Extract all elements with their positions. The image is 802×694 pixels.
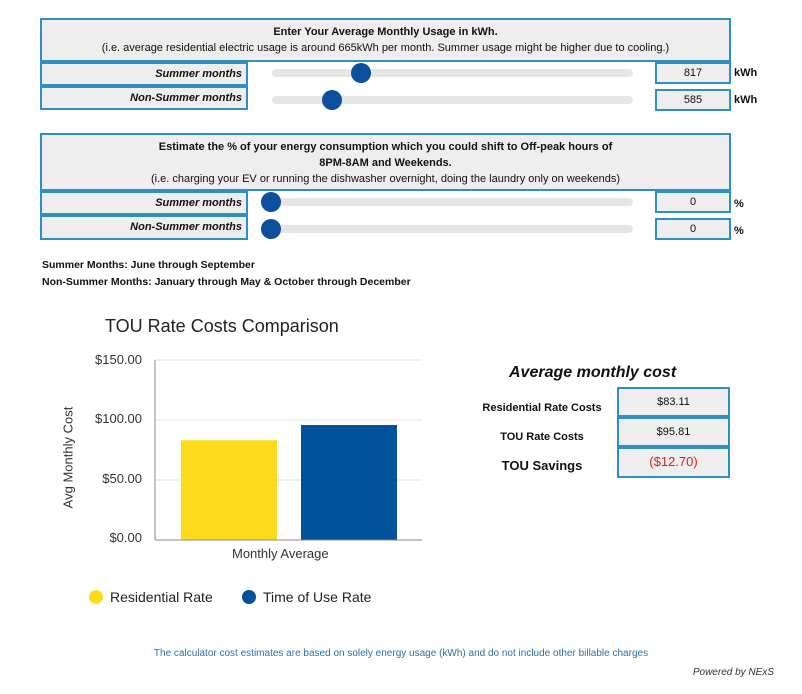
tou-cost-label: TOU Rate Costs <box>500 431 584 443</box>
legend-item-tou[interactable]: Time of Use Rate <box>242 589 371 605</box>
tou-savings-value: ($12.70) <box>617 447 730 478</box>
usage-summer-input[interactable]: 817 <box>655 62 731 84</box>
shift-summer-slider-thumb[interactable] <box>261 192 281 212</box>
chart-title: TOU Rate Costs Comparison <box>105 316 339 336</box>
shift-nonsummer-label: Non-Summer months <box>40 215 248 240</box>
usage-subheading: (i.e. average residential electric usage… <box>101 42 670 54</box>
shift-subheading: (i.e. charging your EV or running the di… <box>151 173 620 185</box>
usage-summer-slider-thumb[interactable] <box>351 63 371 83</box>
usage-nonsummer-label: Non-Summer months <box>40 86 248 110</box>
shift-summer-input[interactable]: 0 <box>655 191 731 213</box>
tou-cost-value: $95.81 <box>617 417 730 447</box>
note-summer-months: Summer Months: June through September <box>42 259 255 271</box>
note-nonsummer-months: Non-Summer Months: January through May &… <box>42 276 411 288</box>
shift-summer-unit: % <box>734 198 744 210</box>
tou-savings-label: TOU Savings <box>501 458 583 473</box>
shift-nonsummer-slider-thumb[interactable] <box>261 219 281 239</box>
usage-summer-unit: kWh <box>734 67 758 79</box>
usage-summer-label: Summer months <box>40 62 248 86</box>
shift-summer-label: Summer months <box>40 191 248 215</box>
y-tick-label: $50.00 <box>102 471 142 486</box>
usage-heading: Enter Your Average Monthly Usage in kWh. <box>273 26 498 38</box>
usage-summer-slider-track[interactable] <box>272 69 633 77</box>
shift-nonsummer-slider-track[interactable] <box>272 225 633 233</box>
shift-nonsummer-unit: % <box>734 225 744 237</box>
usage-nonsummer-unit: kWh <box>734 94 758 106</box>
shift-summer-slider-track[interactable] <box>272 198 633 206</box>
y-tick-label: $150.00 <box>95 352 142 367</box>
legend-label-tou: Time of Use Rate <box>263 589 372 605</box>
legend-dot-residential-icon <box>89 590 103 604</box>
usage-nonsummer-slider-thumb[interactable] <box>322 90 342 110</box>
residential-cost-label: Residential Rate Costs <box>482 402 602 414</box>
usage-nonsummer-input[interactable]: 585 <box>655 89 731 111</box>
bar-time-of-use-rate <box>301 425 397 540</box>
powered-by-label: Powered by NExS <box>692 667 774 678</box>
shift-header-panel: Estimate the % of your energy consumptio… <box>40 133 731 191</box>
shift-heading-line1: Estimate the % of your energy consumptio… <box>158 141 613 153</box>
y-tick-label: $0.00 <box>109 530 142 545</box>
residential-cost-value: $83.11 <box>617 387 730 417</box>
y-tick-label: $100.00 <box>95 411 142 426</box>
disclaimer-text: The calculator cost estimates are based … <box>153 648 649 659</box>
legend-label-residential: Residential Rate <box>110 589 213 605</box>
cost-summary-title: Average monthly cost <box>509 364 677 381</box>
legend-item-residential[interactable]: Residential Rate <box>89 589 213 605</box>
usage-header-panel: Enter Your Average Monthly Usage in kWh.… <box>40 18 731 62</box>
shift-heading-line2: 8PM-8AM and Weekends. <box>319 157 452 169</box>
shift-nonsummer-input[interactable]: 0 <box>655 218 731 240</box>
chart-x-axis-label: Monthly Average <box>232 546 329 561</box>
usage-nonsummer-slider-track[interactable] <box>272 96 633 104</box>
bar-residential-rate <box>181 440 277 540</box>
legend-dot-tou-icon <box>242 590 256 604</box>
